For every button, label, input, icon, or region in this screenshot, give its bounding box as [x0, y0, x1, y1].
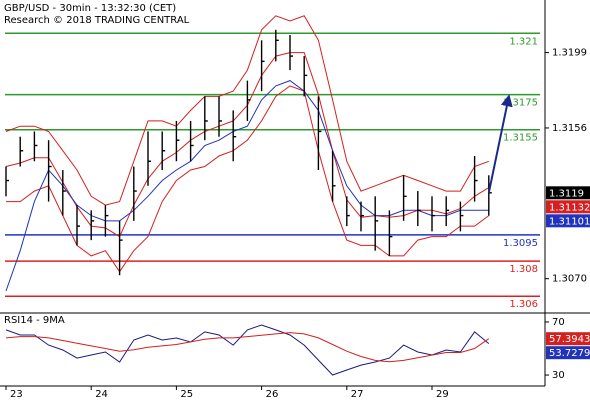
last-value-label: 57.3943	[549, 334, 590, 345]
x-tick-label: 27	[351, 389, 364, 400]
last-value-label: 53.7279	[549, 348, 590, 359]
series-line	[5, 15, 489, 206]
chart-title: GBP/USD - 30min - 13:32:30 (CET)	[4, 3, 176, 14]
level-label: 1.3155	[503, 133, 538, 144]
projection-arrow	[487, 94, 513, 194]
last-value-box	[546, 200, 590, 214]
level-label: 1.3175	[503, 98, 538, 109]
last-value-box	[546, 214, 590, 228]
level-label: 1.308	[509, 264, 538, 275]
last-value-box	[546, 332, 590, 346]
last-value-label: 1.31132	[549, 202, 590, 213]
last-value-box	[546, 346, 590, 360]
x-tick-label: 29	[436, 389, 449, 400]
last-value-label: 1.31101	[549, 216, 590, 227]
series-line	[5, 324, 490, 376]
y-tick-label: 1.3156	[552, 123, 587, 134]
last-value-box	[546, 186, 590, 200]
x-tick-label: 24	[95, 389, 108, 400]
x-tick-label: 23	[10, 389, 23, 400]
chart-subtitle: Research © 2018 TRADING CENTRAL	[4, 15, 190, 26]
y-tick-label: 30	[552, 370, 565, 381]
level-label: 1.3095	[503, 238, 538, 249]
series-line	[5, 80, 489, 292]
series-line	[5, 332, 490, 363]
x-tick-label: 25	[180, 389, 193, 400]
y-tick-label: 1.3199	[552, 48, 587, 59]
series-line	[6, 85, 490, 273]
rsi-title: RSI14 - 9MA	[4, 315, 65, 326]
last-value-label: 1.3119	[549, 188, 584, 199]
x-tick-label: 26	[266, 389, 279, 400]
level-label: 1.321	[509, 36, 538, 47]
level-label: 1.306	[509, 299, 538, 310]
y-tick-label: 1.3070	[552, 274, 587, 285]
y-tick-label: 70	[552, 317, 565, 328]
